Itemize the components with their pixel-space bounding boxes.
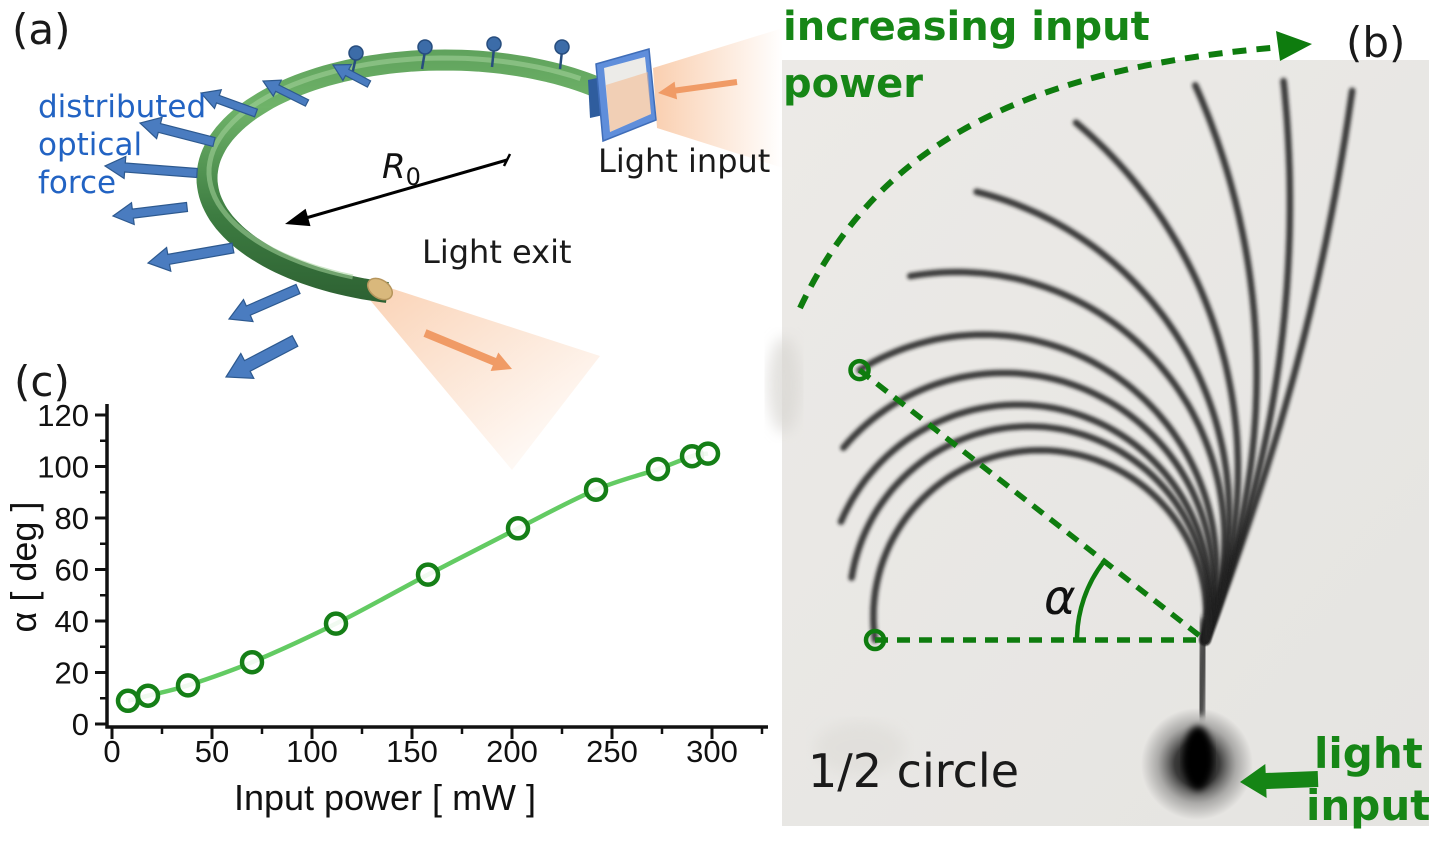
x-tick-label: 100 (286, 734, 338, 769)
force-arrow-icon (224, 334, 299, 379)
fiber-curve (840, 369, 1217, 644)
data-point (175, 673, 201, 698)
fiber-curve (907, 268, 1228, 644)
force-label-line2: optical (38, 127, 142, 163)
light-input-arrow-icon (1240, 764, 1319, 798)
radius-annotation: R0 (285, 147, 512, 227)
data-point (323, 611, 349, 636)
data-point (239, 649, 265, 675)
x-axis-title: Input power [ mW ] (234, 777, 536, 818)
x-tick-label: 0 (103, 734, 120, 769)
chart-plot-area: 0 50 100 150 200 250 300 0 20 40 60 80 100 120 (37, 398, 768, 769)
increasing-power-arrowhead-icon (1276, 31, 1312, 61)
increasing-power-arrow-curve (797, 44, 1283, 310)
alpha-angle-label: α (1044, 570, 1076, 626)
light-direction-arrows-group (423, 79, 738, 371)
fiber-curve (870, 446, 1210, 644)
force-arrow-icon (261, 79, 310, 107)
panel-b-label: (b) (1346, 18, 1405, 67)
fiber-curve (856, 331, 1220, 644)
data-point (583, 477, 609, 502)
pin-head-icon (554, 39, 570, 55)
fiber-tube-highlight (206, 55, 582, 280)
panel-a: (a) R0 distributed optical force (12, 5, 783, 470)
plate-glow (606, 72, 651, 132)
photo-smudge (768, 337, 800, 433)
increasing-power-label-line1: increasing input (783, 4, 1150, 50)
light-input-label: Light input (598, 142, 770, 180)
radius-arrow-line (291, 158, 508, 224)
fiber-tip-marker (848, 358, 871, 382)
force-arrow-icon (199, 89, 259, 118)
exit-beam (370, 284, 600, 470)
data-point (695, 441, 721, 466)
panel-c: (c) 0 50 100 150 200 250 300 0 20 40 60 80 100 120 α … (3, 357, 768, 818)
radius-center-tick (502, 153, 512, 167)
y-tick-label: 60 (55, 553, 89, 588)
input-beam (653, 28, 783, 168)
y-tick-label: 40 (55, 604, 89, 639)
y-tick-label: 20 (55, 656, 89, 691)
x-tick-label: 50 (195, 734, 229, 769)
force-arrow-icon (103, 155, 198, 180)
y-axis-title: α [ deg ] (3, 502, 44, 633)
half-circle-label: 1/2 circle (808, 744, 1019, 798)
force-arrow-icon (111, 201, 189, 226)
input-plate (588, 48, 657, 143)
light-input-label-line2: input (1306, 781, 1429, 830)
x-tick-label: 250 (586, 734, 638, 769)
exit-light-arrow-icon (423, 329, 512, 371)
alpha-angle-arc (1074, 559, 1106, 641)
y-tick-label: 120 (37, 398, 89, 433)
x-tick-label: 300 (686, 734, 738, 769)
fiber-curve (973, 188, 1233, 644)
panel-a-label: (a) (12, 5, 71, 54)
data-point (135, 683, 161, 708)
fiber-stem (1195, 617, 1210, 717)
fiber-curve (1072, 119, 1242, 644)
fiber-curve (1192, 82, 1260, 644)
force-label-line1: distributed (38, 89, 206, 125)
data-point (415, 562, 441, 587)
fiber-end-face (366, 277, 394, 301)
fiber-curve (848, 423, 1212, 644)
pin-head-icon (348, 45, 364, 61)
y-tick-label: 100 (37, 450, 89, 485)
force-arrow-icon (146, 242, 235, 273)
x-tick-label: 150 (386, 734, 438, 769)
panel-c-label: (c) (14, 357, 70, 406)
photo-smudge-2 (815, 722, 905, 774)
axes-frame (105, 404, 768, 729)
y-tick-label: 0 (72, 707, 89, 742)
light-exit-label: Light exit (422, 233, 572, 271)
y-tick-label: 80 (55, 501, 89, 536)
optical-force-arrows-group (103, 63, 372, 379)
fiber-curve (837, 401, 1214, 644)
angle-annotation-group (848, 358, 1207, 652)
fiber-tip-marker (863, 628, 887, 652)
input-spot-core (1183, 726, 1213, 790)
increasing-power-label-line2: power (783, 61, 923, 107)
pins-group (348, 36, 570, 76)
data-point (115, 688, 141, 714)
force-arrow-icon (138, 116, 216, 148)
light-input-annotation: light input (1240, 729, 1429, 830)
tip-dashed-line (857, 367, 1207, 643)
force-label-line3: force (38, 165, 116, 201)
input-light-arrow-icon (658, 79, 738, 100)
panel-b: increasing input power (b) α 1/2 circle … (768, 4, 1429, 830)
force-arrow-icon (227, 283, 301, 323)
pin-head-icon (486, 36, 502, 52)
data-point (505, 516, 531, 541)
fiber-photos-group (837, 77, 1356, 820)
x-tick-label: 200 (486, 734, 538, 769)
pin-head-icon (417, 39, 433, 55)
radius-label: R0 (382, 147, 421, 191)
data-point (645, 456, 671, 482)
force-arrow-icon (331, 63, 372, 88)
radius-arrowhead-icon (285, 208, 314, 227)
light-input-label-line1: light (1314, 729, 1423, 778)
